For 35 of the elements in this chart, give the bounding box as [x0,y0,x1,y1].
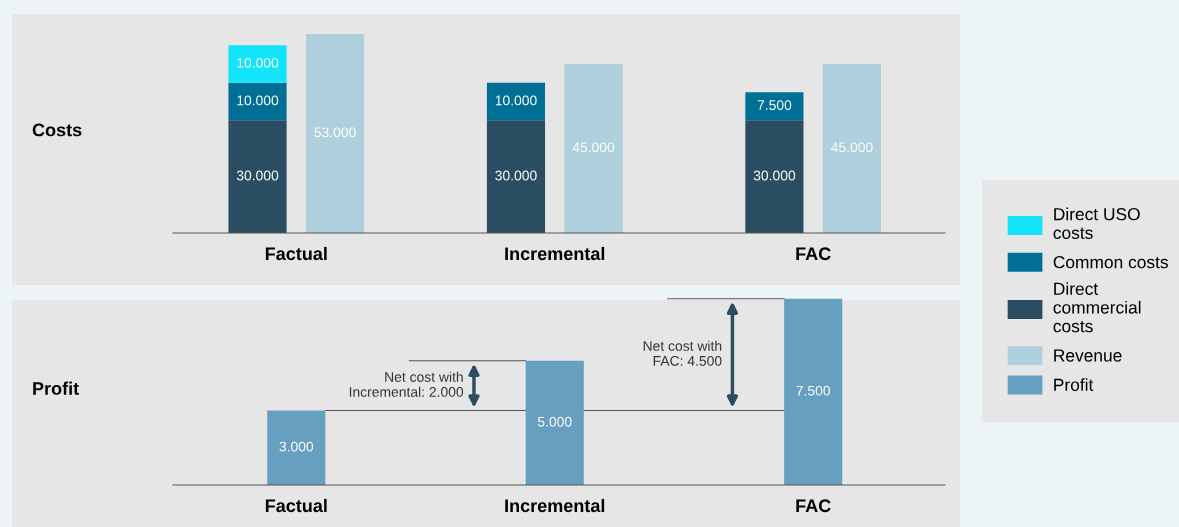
x-tick-label: Incremental [505,246,605,261]
data-label: 3.000 [279,441,314,452]
bar [228,45,287,83]
data-label: 30.000 [495,170,537,181]
legend-label: Direct commercial costs [1053,282,1141,333]
x-tick-label: Incremental [505,498,605,513]
legend-label: Common costs [1053,256,1168,269]
data-label: 45.000 [572,142,615,153]
data-label: 5.000 [537,416,572,427]
bar [228,82,287,121]
y-axis-title: Costs [32,123,82,137]
data-label: 45.000 [831,142,873,153]
legend-label: Direct USO costs [1053,207,1140,239]
x-tick-label: FAC [796,499,831,513]
bar [486,120,546,233]
legend-label: Revenue [1054,349,1122,362]
data-label: 7.500 [757,100,792,110]
legend-label: Profit [1054,378,1094,391]
bar [745,120,804,233]
data-label: 10.000 [237,95,279,106]
data-label: 7.500 [796,385,831,396]
data-label: 10.000 [237,57,279,68]
x-tick-label: Factual [265,498,327,513]
bar [745,92,804,121]
bar [228,120,287,233]
data-label: 30.000 [753,170,796,181]
bar [486,82,546,121]
x-tick-label: Factual [265,246,327,261]
annotation: Net cost with FAC: 4.500 [643,340,722,366]
data-label: 10.000 [495,95,537,106]
data-label: 30.000 [236,170,279,181]
annotation: Net cost with Incremental: 2.000 [349,371,464,397]
data-label: 53.000 [314,127,356,138]
y-axis-title: Profit [33,381,79,395]
x-tick-label: FAC [796,247,831,261]
